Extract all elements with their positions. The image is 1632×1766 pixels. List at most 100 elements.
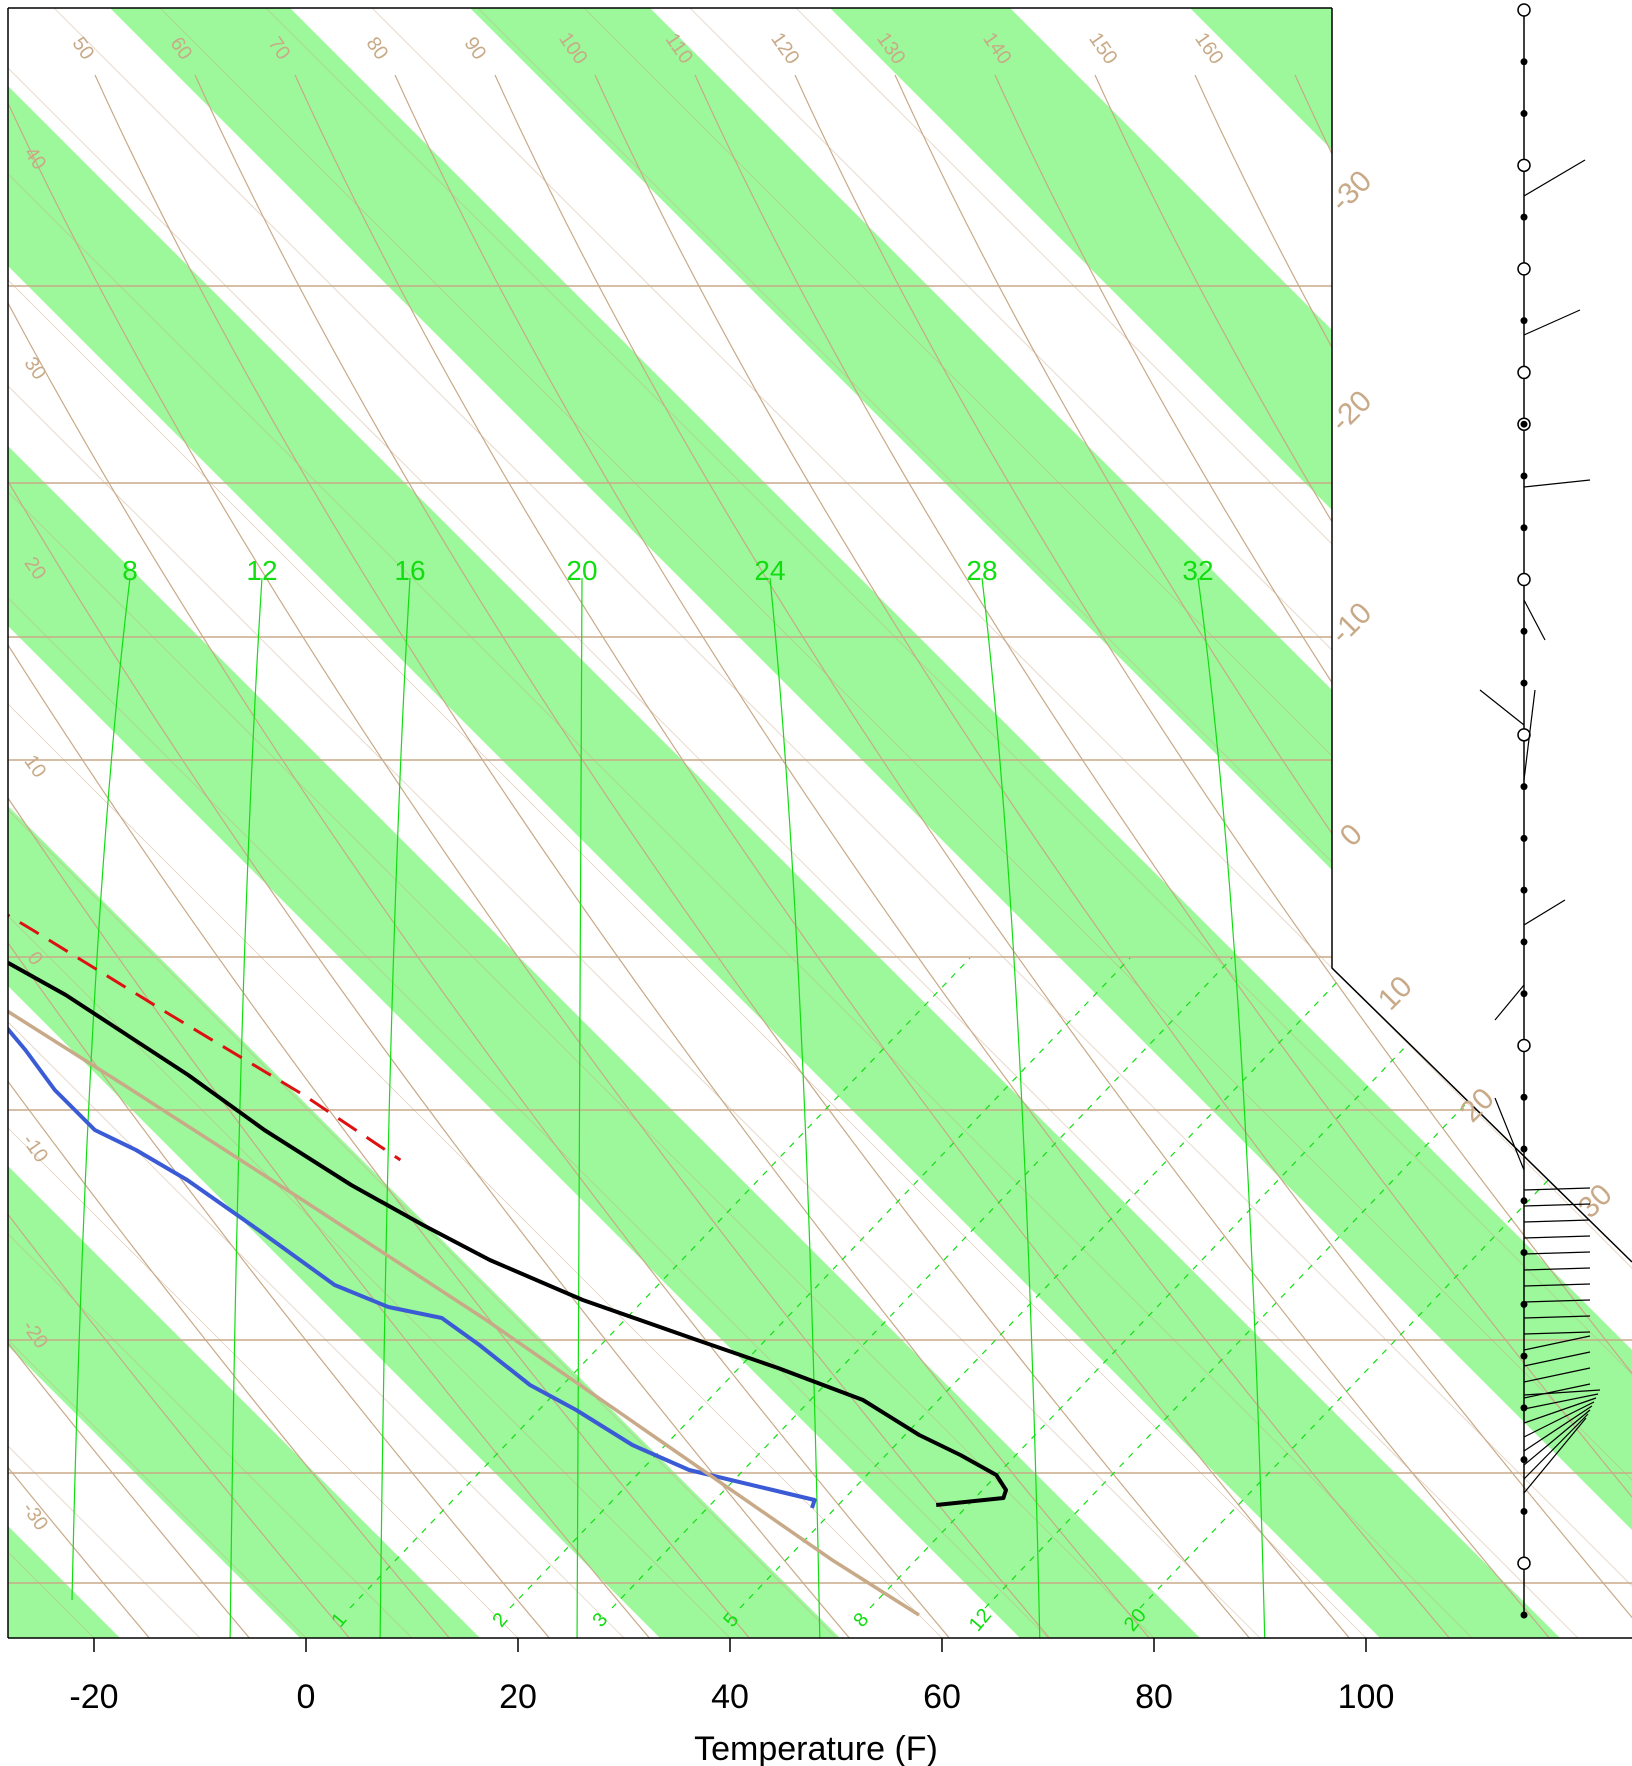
wind-barb bbox=[1523, 159, 1586, 197]
isotherm-line bbox=[8, 8, 1632, 1638]
wind-station-filled bbox=[1520, 990, 1528, 998]
mixing-ratio-label: 8 bbox=[122, 555, 138, 586]
dry-adiabat bbox=[8, 74, 346, 1638]
mixing-ratio-label: 32 bbox=[1182, 555, 1213, 586]
wind-barb bbox=[1523, 1283, 1591, 1287]
wind-barb bbox=[1523, 1413, 1589, 1480]
wind-barb bbox=[1523, 1393, 1599, 1410]
dry-adiabat bbox=[594, 74, 1632, 1638]
isotherm-band bbox=[8, 8, 840, 1638]
wind-station-filled bbox=[1520, 886, 1528, 894]
temperature-profile bbox=[8, 234, 1008, 1507]
wind-station-filled bbox=[1520, 1611, 1528, 1619]
isotherm-band bbox=[8, 8, 480, 1638]
x-tick-label: 100 bbox=[1338, 1678, 1395, 1716]
wind-barb bbox=[1523, 689, 1536, 781]
wind-barb bbox=[1523, 1417, 1587, 1494]
wind-barb bbox=[1523, 1235, 1591, 1239]
mixing-ratio-bottom-label: 2 bbox=[488, 1609, 512, 1632]
dry-adiabat bbox=[94, 74, 1246, 1638]
wind-station-open bbox=[1517, 158, 1531, 173]
dry-adiabat bbox=[8, 74, 1146, 1638]
mixing-ratio-line bbox=[379, 577, 411, 1638]
dewpoint-profile bbox=[8, 234, 817, 1509]
isotherm-band bbox=[760, 8, 1632, 1638]
isotherm-line bbox=[407, 8, 1632, 1638]
isotherm-line bbox=[8, 8, 413, 1638]
isotherm-line bbox=[8, 8, 943, 1638]
isotherm-line bbox=[8, 8, 1261, 1638]
mixing-ratio-label: 24 bbox=[754, 555, 785, 586]
isotherm-line bbox=[8, 8, 1579, 1638]
isotherm-line bbox=[8, 8, 837, 1638]
wind-station-open bbox=[1517, 572, 1531, 587]
parcel-profile bbox=[8, 558, 920, 1617]
mixing-ratio-line bbox=[1197, 577, 1266, 1638]
wind-station-filled bbox=[1520, 317, 1528, 325]
isotherm-band bbox=[40, 8, 1632, 1638]
mixing-ratio-line bbox=[229, 577, 263, 1638]
wind-station-filled bbox=[1520, 58, 1528, 66]
isotherm-band bbox=[8, 8, 1200, 1638]
isotherm-line bbox=[8, 8, 1155, 1638]
wind-station-filled bbox=[1520, 679, 1528, 687]
wind-station-filled bbox=[1520, 420, 1528, 428]
wind-station-open bbox=[1517, 1038, 1531, 1053]
dry-adiabat bbox=[794, 74, 1632, 1638]
wind-station-filled bbox=[1520, 627, 1528, 635]
wind-station-filled bbox=[1520, 1249, 1528, 1257]
dry-adiabat bbox=[394, 74, 1546, 1638]
wind-station-open bbox=[1517, 262, 1531, 276]
wind-barb bbox=[1523, 1367, 1591, 1383]
wind-barb bbox=[1523, 599, 1546, 641]
dry-adiabat bbox=[1194, 74, 1632, 1638]
dry-adiabat bbox=[694, 74, 1632, 1638]
wind-barb bbox=[1523, 1187, 1591, 1191]
mixing-ratio-bottom-label: 3 bbox=[588, 1609, 612, 1632]
wind-barb bbox=[1494, 1097, 1525, 1171]
wind-station-filled bbox=[1520, 213, 1528, 221]
x-tick-label: 20 bbox=[499, 1678, 537, 1716]
isotherm-line bbox=[8, 8, 731, 1638]
dry-adiabat-label: 120 bbox=[766, 29, 803, 69]
isotherm-label: 10 bbox=[1372, 970, 1419, 1017]
isotherm-line bbox=[8, 8, 625, 1638]
wind-barb bbox=[1523, 1405, 1593, 1452]
x-tick-label: 40 bbox=[711, 1678, 749, 1716]
wind-station-filled bbox=[1520, 783, 1528, 791]
isotherm-label: 30 bbox=[1572, 1178, 1619, 1225]
isotherm-bands bbox=[8, 8, 1632, 1638]
isotherm-label: 0 bbox=[1334, 818, 1369, 853]
mixing-ratio-label: 12 bbox=[246, 555, 277, 586]
dry-adiabat bbox=[8, 74, 546, 1638]
wind-barb bbox=[1523, 1383, 1591, 1399]
dry-adiabat bbox=[8, 74, 446, 1638]
wind-barb bbox=[1479, 689, 1525, 726]
wind-station-filled bbox=[1520, 524, 1528, 532]
dry-adiabat-label: 150 bbox=[1084, 29, 1121, 69]
wind-station-filled bbox=[1520, 1507, 1528, 1515]
mixing-ratio-bottom-label: 8 bbox=[849, 1609, 873, 1632]
dry-adiabat bbox=[8, 74, 746, 1638]
dry-adiabat bbox=[8, 74, 646, 1638]
wind-barb bbox=[1523, 479, 1591, 488]
wind-station-filled bbox=[1520, 472, 1528, 480]
x-tick-label: 80 bbox=[1135, 1678, 1173, 1716]
wind-barb bbox=[1523, 1397, 1597, 1424]
wind-station-filled bbox=[1520, 1145, 1528, 1153]
adiabat-label-left: -30 bbox=[18, 1498, 53, 1534]
wind-station-filled bbox=[1520, 110, 1528, 118]
x-axis-title: Temperature (F) bbox=[694, 1730, 938, 1766]
x-tick-label: -20 bbox=[69, 1678, 118, 1716]
mixing-ratio-label: 20 bbox=[566, 555, 597, 586]
wind-barb bbox=[1523, 1409, 1591, 1466]
wind-station-filled bbox=[1520, 1300, 1528, 1308]
isotherm-line bbox=[8, 8, 1049, 1638]
dry-adiabat bbox=[1394, 74, 1632, 1638]
wind-barb bbox=[1523, 1251, 1591, 1255]
adiabat-label-left: -10 bbox=[18, 1130, 53, 1166]
wind-station-open bbox=[1517, 1556, 1531, 1570]
x-tick-label: 0 bbox=[297, 1678, 316, 1716]
adiabat-label-left: 30 bbox=[20, 353, 51, 384]
